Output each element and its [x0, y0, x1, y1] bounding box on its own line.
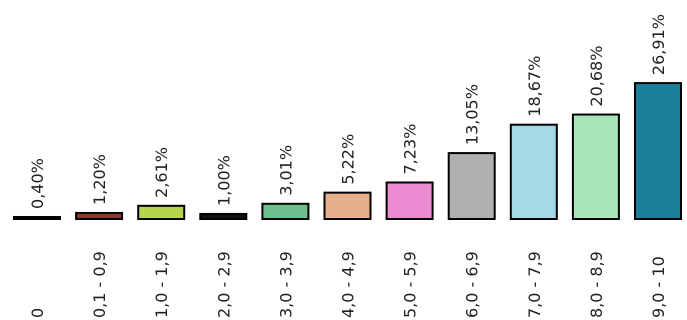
- category-label-1: 0,1 - 0,9: [90, 251, 109, 318]
- bar-2: [137, 204, 186, 221]
- value-label-2: 2,61%: [152, 147, 171, 198]
- category-label-10: 9,0 - 10: [649, 256, 668, 318]
- category-label-9: 8,0 - 8,9: [587, 251, 606, 318]
- bar-4: [261, 202, 310, 220]
- value-label-1: 1,20%: [90, 154, 109, 205]
- value-label-9: 20,68%: [587, 46, 606, 107]
- value-label-0: 0,40%: [28, 158, 47, 209]
- bar-3: [199, 212, 248, 220]
- bar-7: [447, 152, 496, 220]
- category-label-7: 6,0 - 6,9: [463, 251, 482, 318]
- category-label-0: 0: [28, 308, 47, 318]
- bar-0: [13, 215, 61, 220]
- value-label-10: 26,91%: [649, 14, 668, 75]
- value-label-4: 3,01%: [276, 145, 295, 196]
- category-label-5: 4,0 - 4,9: [339, 251, 358, 318]
- bar-5: [323, 191, 372, 221]
- value-label-8: 18,67%: [525, 56, 544, 117]
- value-label-7: 13,05%: [463, 84, 482, 145]
- category-label-4: 3,0 - 3,9: [276, 251, 295, 318]
- bar-8: [509, 123, 558, 220]
- bar-6: [385, 181, 434, 220]
- bar-1: [75, 211, 124, 221]
- category-label-2: 1,0 - 1,9: [152, 251, 171, 318]
- category-label-6: 5,0 - 5,9: [401, 251, 420, 318]
- value-label-6: 7,23%: [401, 124, 420, 175]
- category-label-8: 7,0 - 7,9: [525, 251, 544, 318]
- bar-9: [571, 113, 620, 220]
- category-label-3: 2,0 - 2,9: [214, 251, 233, 318]
- value-label-5: 5,22%: [339, 134, 358, 185]
- bar-10: [634, 82, 682, 220]
- value-label-3: 1,00%: [214, 155, 233, 206]
